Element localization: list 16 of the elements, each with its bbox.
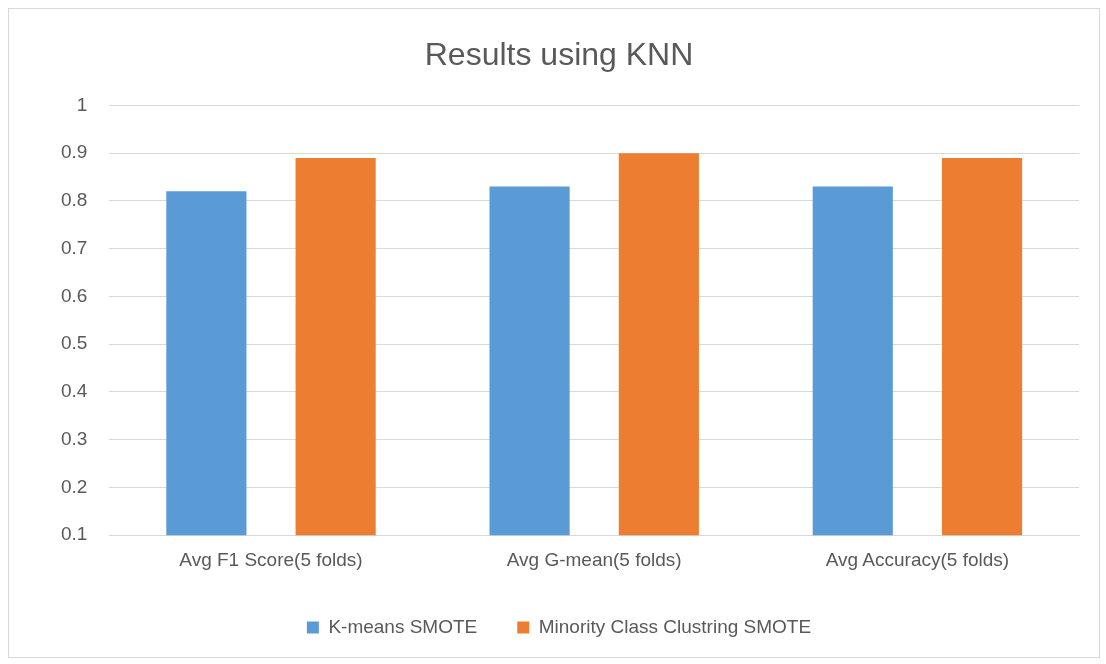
y-tick-label: 0.7 — [60, 236, 88, 258]
y-tick-label: 0.1 — [60, 523, 88, 545]
y-tick-label: 0.9 — [60, 141, 88, 163]
y-tick-label: 1 — [76, 93, 88, 115]
y-tick-label: 0.6 — [60, 284, 88, 306]
y-tick-label: 0.5 — [60, 332, 88, 354]
legend-label: Minority Class Clustring SMOTE — [538, 615, 812, 637]
chart-title: Results using KNN — [424, 36, 694, 73]
y-tick-label: 0.4 — [60, 380, 88, 402]
x-tick-label: Avg F1 Score(5 folds) — [179, 548, 363, 570]
legend-label: K-means SMOTE — [328, 615, 478, 637]
x-tick-label: Avg Accuracy(5 folds) — [825, 548, 1010, 570]
x-tick-label: Avg G-mean(5 folds) — [506, 548, 682, 570]
y-tick-label: 0.3 — [60, 427, 88, 449]
y-tick-label: 0.8 — [60, 189, 88, 211]
y-tick-label: 0.2 — [60, 475, 88, 497]
